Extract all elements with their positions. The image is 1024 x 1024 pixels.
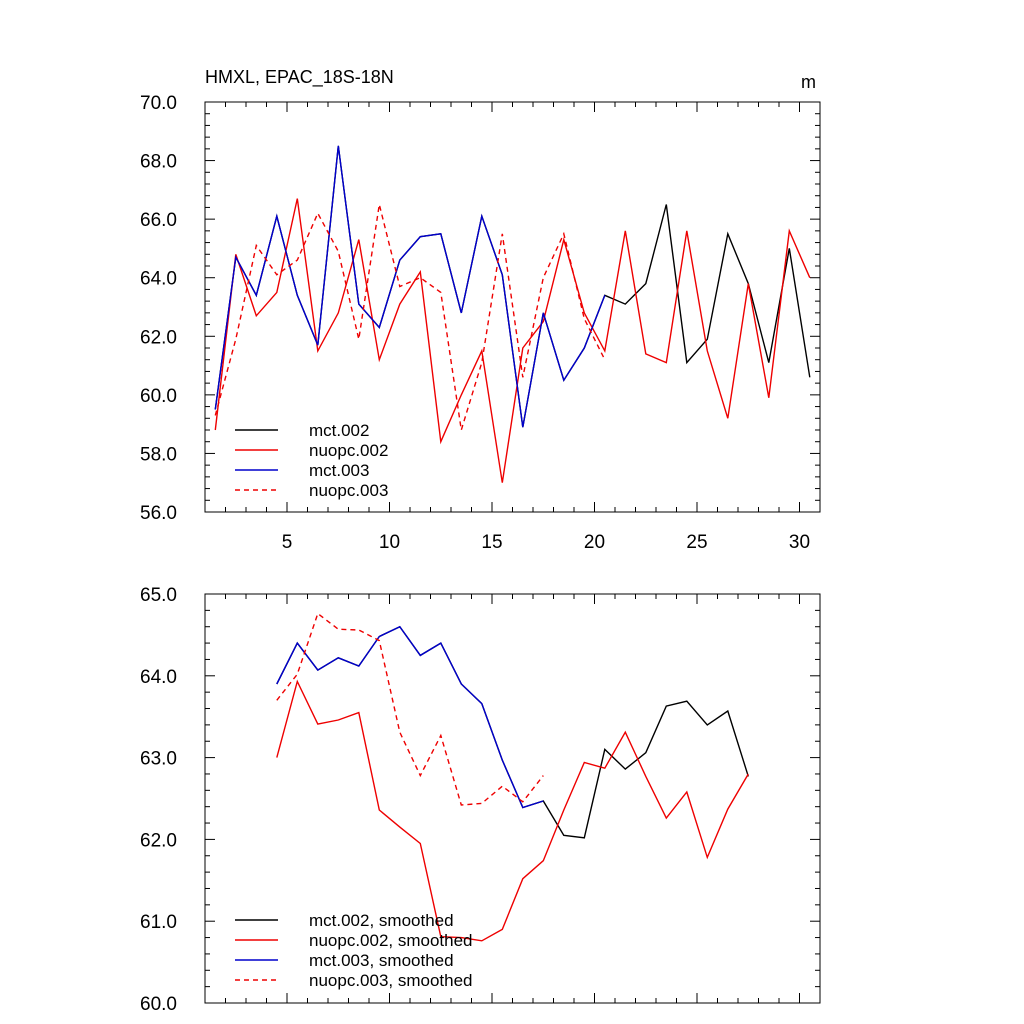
chart1-series-line-3 bbox=[214, 145, 606, 428]
chart1-legend-label: nuopc.003 bbox=[309, 481, 388, 500]
chart2-y-tick-label: 60.0 bbox=[140, 994, 177, 1015]
chart1-x-tick-label: 25 bbox=[686, 532, 707, 553]
chart1-x-tick-label: 30 bbox=[789, 532, 810, 553]
chart2-y-tick-label: 61.0 bbox=[140, 912, 177, 933]
chart1-x-tick-label: 10 bbox=[379, 532, 400, 553]
chart1-y-tick-label: 64.0 bbox=[140, 269, 177, 290]
chart1-legend-label: mct.003 bbox=[309, 461, 369, 480]
chart2-series-line-3 bbox=[276, 625, 544, 809]
chart1-series-line-4 bbox=[214, 204, 606, 431]
chart2-y-tick-label: 65.0 bbox=[140, 585, 177, 606]
chart1-legend-label: mct.002 bbox=[309, 421, 369, 440]
chart2-legend-label: mct.003, smoothed bbox=[309, 951, 454, 970]
chart2: 60.0 61.0 62.0 63.0 64.0 65.0 mct.002, smoothe… bbox=[140, 585, 821, 1015]
chart2-series-line-2 bbox=[276, 679, 749, 942]
chart1-units: m bbox=[801, 72, 816, 92]
chart2-frame bbox=[204, 593, 821, 1004]
chart1: 5 10 15 20 25 30 56.0 58.0 60.0 62.0 64.0 66.0 68.0 7… bbox=[140, 67, 821, 553]
chart1-legend-label: nuopc.002 bbox=[309, 441, 388, 460]
chart2-legend-label: nuopc.002, smoothed bbox=[309, 931, 473, 950]
chart1-x-tick-label: 20 bbox=[584, 532, 605, 553]
chart2-series-line-4 bbox=[276, 612, 544, 806]
chart1-title: HMXL, EPAC_18S-18N bbox=[205, 67, 394, 88]
chart1-y-tick-label: 66.0 bbox=[140, 210, 177, 231]
chart1-y-tick-label: 56.0 bbox=[140, 503, 177, 524]
chart2-y-tick-label: 62.0 bbox=[140, 830, 177, 851]
chart1-y-tick-label: 68.0 bbox=[140, 152, 177, 173]
chart1-y-tick-label: 58.0 bbox=[140, 444, 177, 465]
chart2-y-tick-label: 63.0 bbox=[140, 749, 177, 770]
chart2-series-line-1 bbox=[276, 625, 749, 839]
chart2-y-tick-label: 64.0 bbox=[140, 667, 177, 688]
chart1-series-line-1 bbox=[214, 145, 811, 428]
chart1-y-tick-label: 70.0 bbox=[140, 93, 177, 114]
chart2-legend-label: nuopc.003, smoothed bbox=[309, 971, 473, 990]
chart2-legend-label: mct.002, smoothed bbox=[309, 911, 454, 930]
chart1-series-line-2 bbox=[214, 198, 811, 483]
chart1-x-tick-label: 15 bbox=[481, 532, 502, 553]
chart1-y-tick-label: 60.0 bbox=[140, 386, 177, 407]
chart1-y-tick-label: 62.0 bbox=[140, 327, 177, 348]
chart1-x-tick-label: 5 bbox=[282, 532, 293, 553]
